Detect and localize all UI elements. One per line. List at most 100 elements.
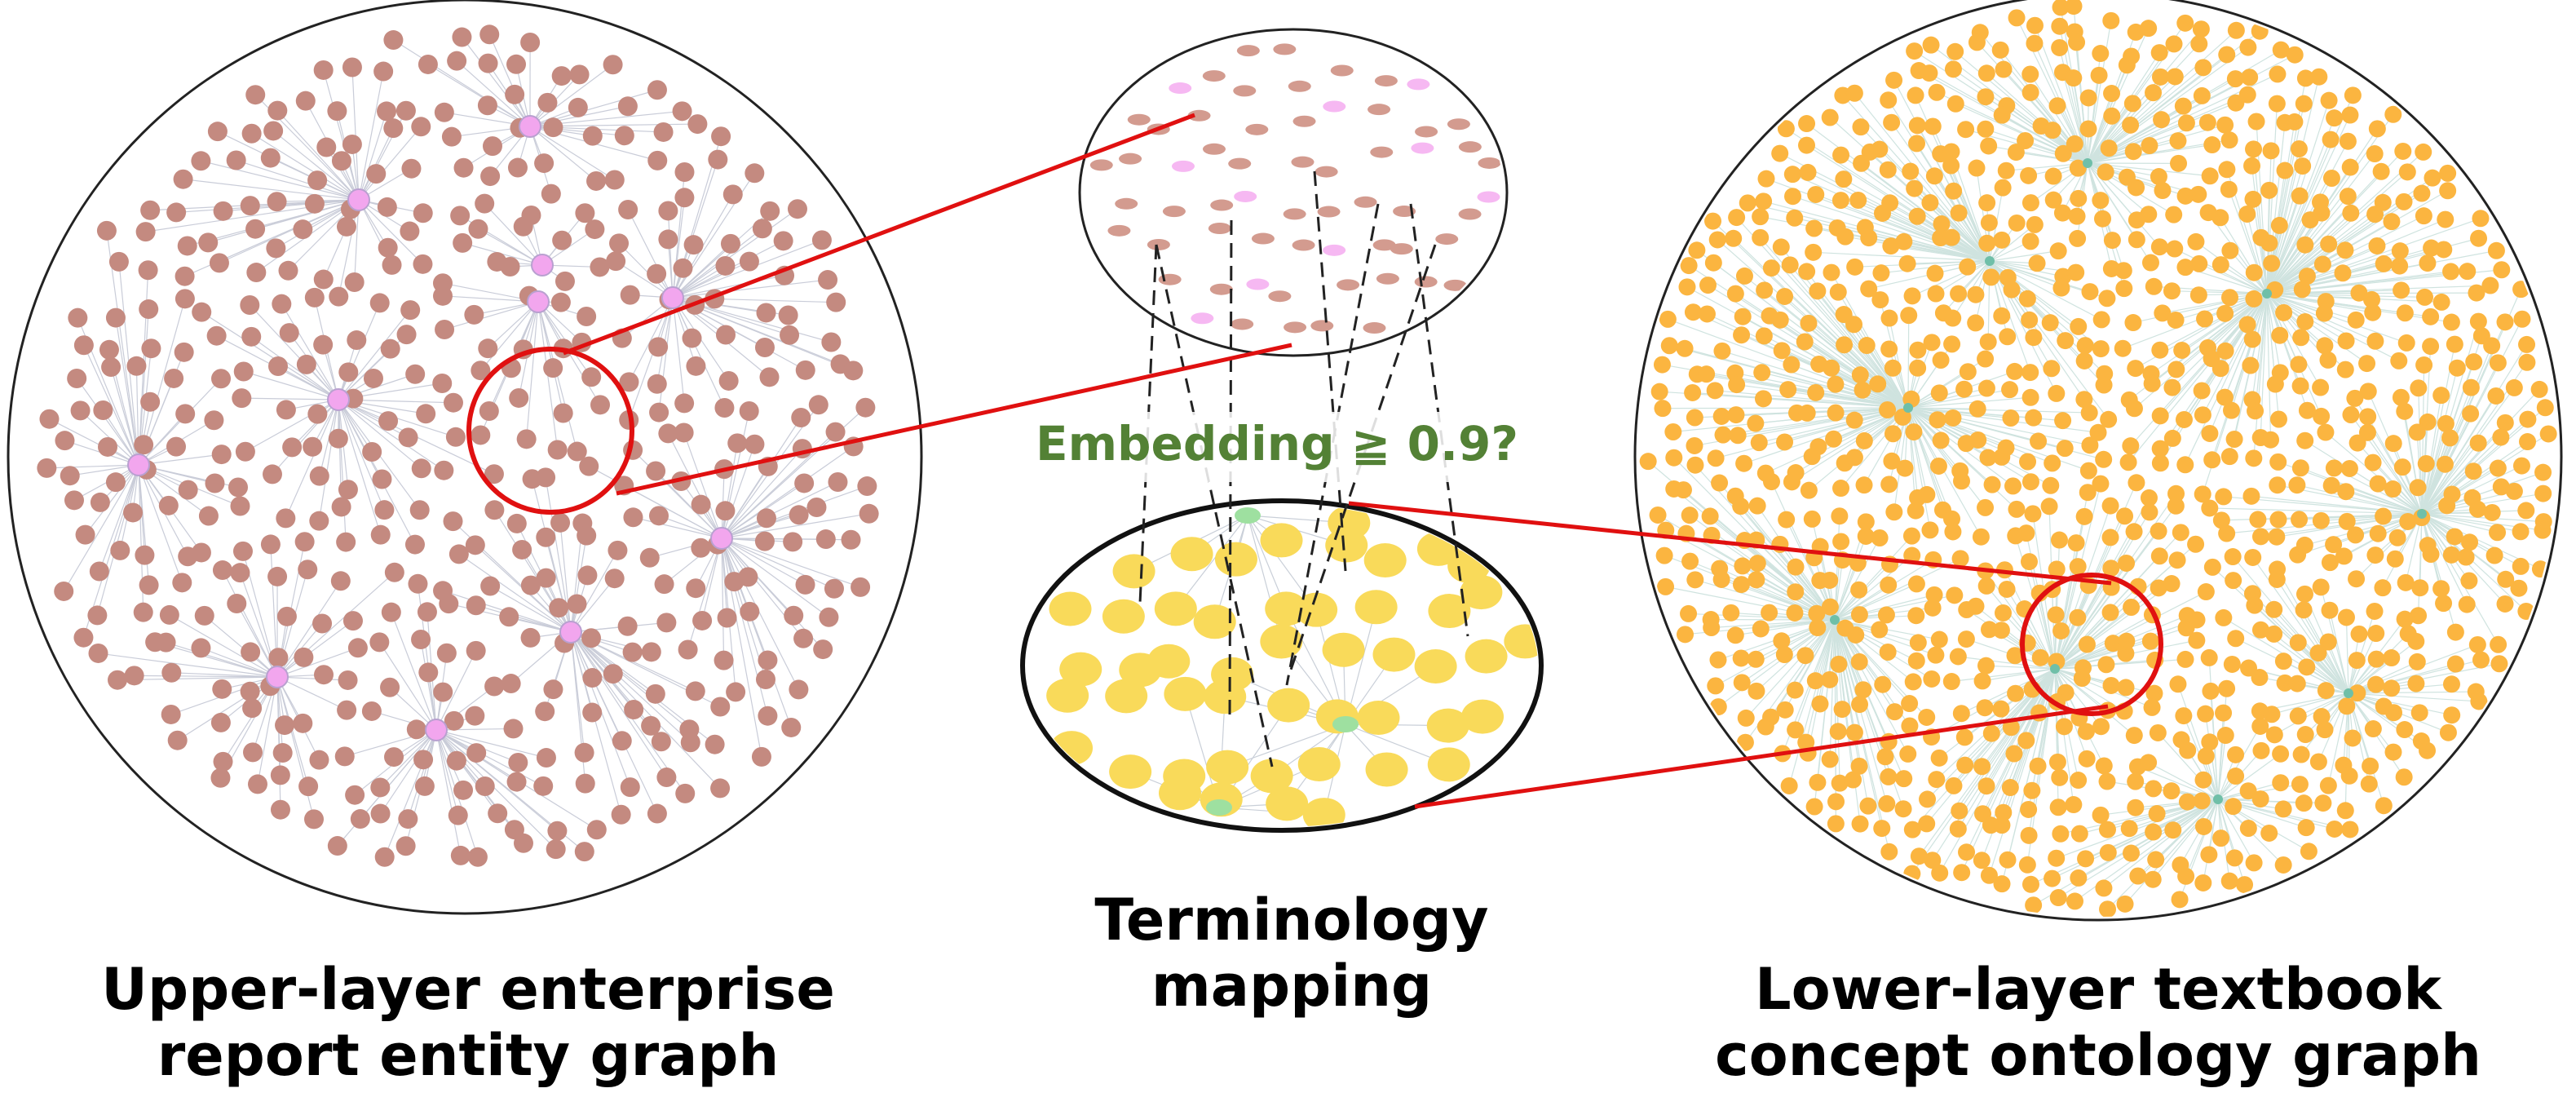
edge <box>1942 260 1991 314</box>
entity-node <box>475 193 495 214</box>
edge <box>276 676 281 810</box>
edge <box>2220 264 2268 294</box>
entity-node <box>381 602 401 622</box>
entity-node <box>647 803 667 824</box>
concept-node <box>1836 228 1854 246</box>
concept-node <box>2020 166 2038 184</box>
edge <box>2348 611 2375 694</box>
entity-node <box>754 337 775 357</box>
concept-node <box>2216 304 2234 322</box>
entity-node <box>413 254 433 274</box>
concept-node <box>1928 83 1946 101</box>
entity-node <box>88 643 108 663</box>
concept-node <box>2325 459 2343 477</box>
concept-node <box>2215 488 2233 506</box>
entity-node <box>825 422 846 442</box>
entity-node <box>585 219 605 240</box>
concept-node <box>2174 97 2192 115</box>
concept-node <box>1992 622 2010 639</box>
concept-node <box>1732 576 1750 594</box>
entity-node <box>108 251 129 272</box>
edge <box>687 538 722 650</box>
edge <box>1834 563 1858 621</box>
entity-node <box>87 605 108 626</box>
entity-node <box>378 411 399 431</box>
concept-node <box>2070 825 2088 843</box>
entity-node <box>582 702 603 723</box>
concept-node <box>1728 209 1746 227</box>
edge <box>721 538 861 588</box>
concept-node <box>2124 143 2142 161</box>
edge <box>338 399 422 469</box>
hub-node <box>1332 716 1359 732</box>
concept-node <box>1880 309 1898 327</box>
concept-node <box>1942 673 1960 691</box>
edge <box>570 535 587 633</box>
entity-node <box>175 404 196 424</box>
concept-node <box>1858 337 1876 355</box>
zoom-marker-upper <box>466 347 634 515</box>
edge <box>672 208 798 299</box>
concept-node <box>2194 817 2212 835</box>
concept-node <box>2295 601 2313 619</box>
entity-node <box>73 335 94 356</box>
concept-node <box>2218 46 2236 64</box>
entity-node <box>577 565 598 586</box>
edge <box>1665 586 1836 621</box>
edge <box>2266 171 2408 294</box>
zoom-concept-node <box>1354 590 1398 625</box>
entity-node <box>230 563 250 583</box>
entity-node <box>783 532 803 552</box>
concept-node <box>1901 717 1919 735</box>
edge <box>1939 668 2056 874</box>
concept-node <box>1708 231 1726 249</box>
entity-node <box>499 607 519 627</box>
concept-node <box>2422 307 2440 325</box>
concept-node <box>2393 458 2411 476</box>
edge <box>2271 692 2349 715</box>
zoom-concept-node <box>1260 523 1303 558</box>
entity-node <box>574 842 594 862</box>
edge <box>117 676 278 681</box>
concept-node <box>2263 254 2281 272</box>
concept-node <box>2216 342 2234 360</box>
concept-node <box>2317 682 2335 700</box>
entity-node <box>240 681 260 701</box>
concept-node <box>1737 709 1755 727</box>
concept-node <box>2446 528 2463 546</box>
concept-node <box>2496 595 2514 613</box>
concept-node <box>1931 864 1949 882</box>
concept-node <box>1959 363 1977 381</box>
entity-node <box>141 338 161 359</box>
edge <box>570 550 618 633</box>
concept-node <box>2006 647 2024 665</box>
edge <box>171 672 278 678</box>
zoom-entity-node <box>1435 233 1459 246</box>
concept-node <box>1903 287 1921 305</box>
concept-node <box>2021 364 2039 382</box>
zoom-concept-node <box>1265 591 1308 626</box>
edge <box>570 631 691 743</box>
concept-node <box>1772 238 1790 256</box>
concept-node <box>1686 456 1704 474</box>
concept-node <box>2291 511 2309 529</box>
concept-node <box>2092 806 2110 824</box>
concept-node <box>2312 378 2330 396</box>
edge <box>2327 641 2349 694</box>
entity-node <box>550 512 571 533</box>
concept-node <box>1884 359 1902 377</box>
entity-node <box>656 613 677 633</box>
edge <box>2202 293 2268 416</box>
entity-node <box>692 610 713 630</box>
concept-node <box>2291 459 2309 477</box>
edge <box>2421 343 2455 515</box>
zoom-lower-outline <box>1020 498 1544 833</box>
entity-node <box>507 157 528 178</box>
entity-node <box>396 325 417 345</box>
concept-node <box>2002 409 2020 427</box>
entity-node <box>484 500 505 520</box>
concept-node <box>1950 204 1968 222</box>
concept-node <box>2172 524 2189 542</box>
entity-node <box>789 679 809 700</box>
